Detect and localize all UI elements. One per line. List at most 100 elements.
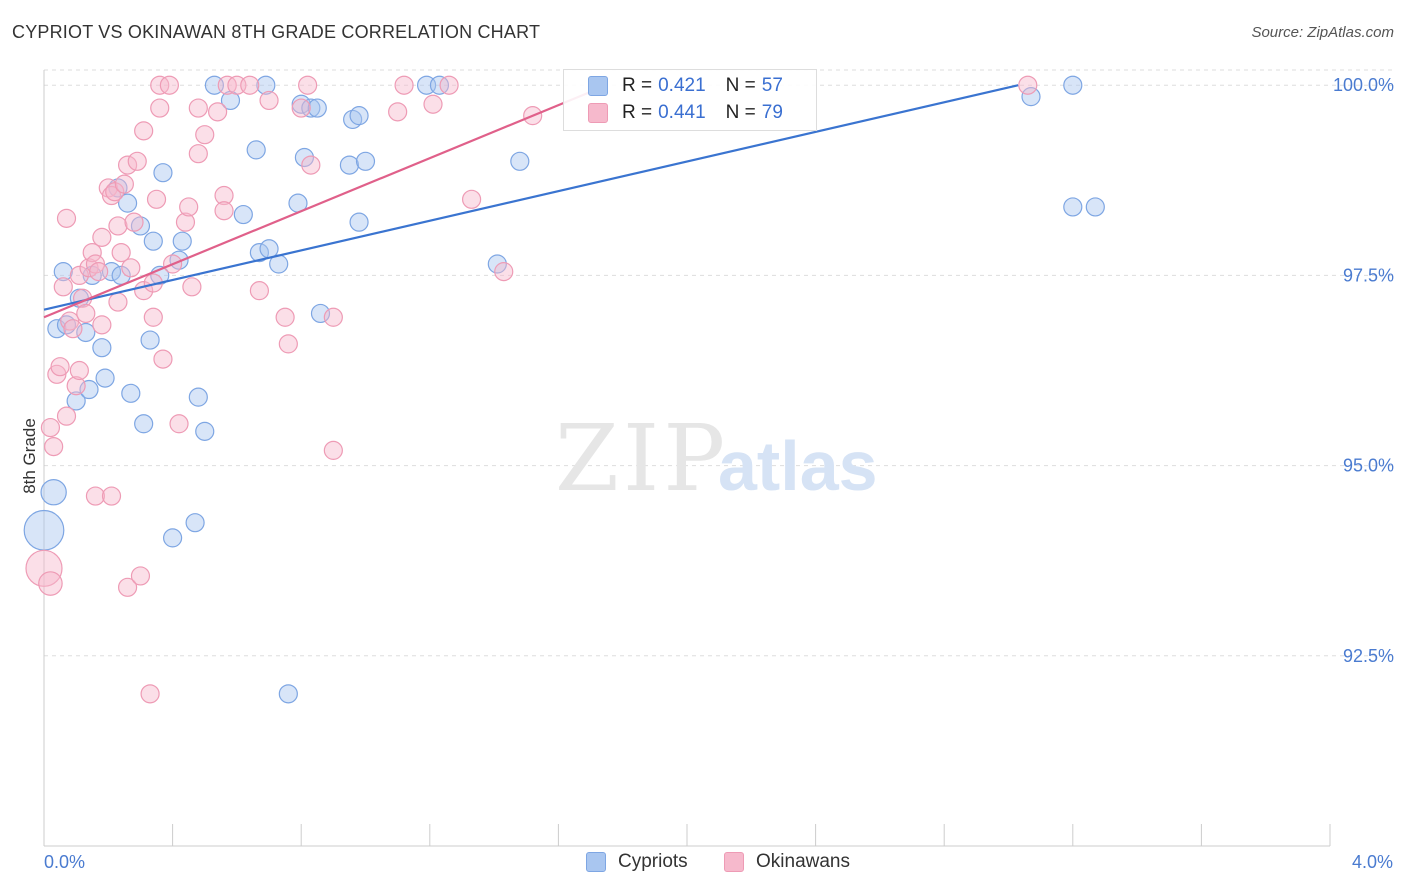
cypriot-point bbox=[185, 513, 205, 533]
cypriot-point bbox=[349, 212, 369, 232]
okinawan-point bbox=[108, 292, 128, 312]
okinawan-point bbox=[134, 121, 154, 141]
cypriot-point bbox=[95, 368, 115, 388]
okinawan-point bbox=[291, 98, 311, 118]
cypriot-point bbox=[307, 98, 327, 118]
okinawan-point bbox=[179, 197, 199, 217]
cypriot-point bbox=[188, 387, 208, 407]
cypriot-point bbox=[172, 231, 192, 251]
okinawan-point bbox=[44, 436, 64, 457]
okinawan-point bbox=[208, 102, 228, 122]
okinawan-point bbox=[82, 242, 102, 263]
y-tick-label: 97.5% bbox=[1343, 265, 1394, 285]
cypriot-point bbox=[339, 155, 360, 175]
cypriot-point bbox=[510, 151, 530, 171]
okinawan-point bbox=[25, 549, 63, 587]
okinawan-point bbox=[108, 216, 128, 236]
okinawan-point bbox=[92, 227, 112, 247]
y-tick-label: 100.0% bbox=[1333, 75, 1394, 95]
cypriot-point bbox=[256, 75, 276, 95]
okinawan-point bbox=[89, 262, 109, 282]
okinawan-point bbox=[439, 75, 459, 95]
okinawan-point bbox=[140, 684, 160, 704]
okinawan-point bbox=[275, 307, 295, 327]
cypriot-point bbox=[163, 528, 183, 548]
okinawan-point bbox=[301, 155, 321, 175]
okinawan-point bbox=[146, 189, 167, 209]
cypriot-point bbox=[53, 262, 73, 282]
okinawan-point bbox=[1018, 75, 1038, 95]
okinawan-point bbox=[240, 75, 260, 95]
okinawan-point bbox=[105, 182, 125, 202]
okinawan-point bbox=[259, 90, 279, 111]
okinawan-point bbox=[53, 277, 73, 297]
okinawan-point bbox=[214, 185, 234, 206]
legend-swatch-cypriots bbox=[588, 76, 608, 96]
bottom-legend-cypriots: Cypriots bbox=[586, 851, 688, 873]
okinawan-point bbox=[188, 98, 208, 118]
okinawan-point bbox=[214, 201, 234, 221]
cypriot-point bbox=[195, 421, 215, 441]
okinawan-point bbox=[494, 262, 514, 282]
okinawan-point bbox=[124, 212, 144, 232]
cypriot-point bbox=[429, 75, 450, 95]
okinawan-point bbox=[127, 151, 147, 171]
cypriot-point bbox=[1063, 197, 1083, 217]
legend-r-label: R = bbox=[622, 102, 653, 123]
cypriot-point bbox=[294, 147, 315, 168]
cypriot-point bbox=[355, 151, 376, 171]
x-tick-label-min: 0.0% bbox=[44, 852, 86, 872]
legend-swatch-okinawans bbox=[588, 103, 608, 123]
x-tick-label-max: 4.0% bbox=[1351, 852, 1393, 872]
y-tick-label: 92.5% bbox=[1343, 646, 1394, 666]
cypriot-point bbox=[40, 479, 67, 506]
okinawan-point bbox=[130, 566, 151, 586]
cypriot-point bbox=[23, 509, 65, 551]
okinawan-point bbox=[121, 258, 141, 278]
cypriot-point bbox=[233, 204, 253, 225]
okinawan-point bbox=[153, 349, 173, 369]
okinawan-point bbox=[182, 277, 202, 297]
okinawan-point bbox=[69, 360, 89, 381]
okinawan-point bbox=[101, 486, 122, 506]
cypriot-point bbox=[349, 106, 369, 126]
cypriot-point bbox=[117, 193, 138, 213]
bottom-legend-swatch-cypriots bbox=[586, 852, 606, 872]
okinawan-point bbox=[188, 144, 208, 164]
cypriot-point bbox=[246, 140, 266, 160]
cypriot-point bbox=[134, 414, 154, 434]
okinawan-point bbox=[461, 189, 482, 209]
cypriot-point bbox=[66, 391, 86, 411]
okinawan-point bbox=[92, 315, 112, 335]
cypriot-point bbox=[1021, 87, 1041, 107]
okinawan-point bbox=[394, 75, 414, 95]
watermark-zip: ZIP bbox=[555, 405, 729, 512]
okinawan-point bbox=[111, 242, 131, 263]
okinawan-trend-line bbox=[43, 84, 608, 319]
cypriot-point bbox=[121, 383, 141, 403]
okinawan-point bbox=[150, 98, 170, 118]
legend-row-okinawans: R = 0.441 N = 79 bbox=[588, 101, 783, 125]
okinawan-point bbox=[217, 75, 237, 95]
legend-n-label: N = bbox=[725, 102, 756, 123]
okinawan-point bbox=[50, 357, 70, 377]
okinawan-point bbox=[40, 417, 61, 438]
okinawan-point bbox=[298, 75, 318, 95]
okinawan-point bbox=[69, 265, 89, 286]
chart-title: CYPRIOT VS OKINAWAN 8TH GRADE CORRELATIO… bbox=[12, 22, 541, 42]
cypriot-trend-line bbox=[43, 84, 1019, 311]
cypriot-point bbox=[310, 303, 331, 324]
okinawan-point bbox=[101, 185, 122, 206]
okinawan-point bbox=[56, 406, 77, 426]
legend-r-value: 0.441 bbox=[658, 102, 706, 123]
legend-n-value: 57 bbox=[761, 75, 783, 96]
cypriot-point bbox=[79, 379, 99, 400]
legend-r-value: 0.421 bbox=[658, 75, 706, 96]
bottom-legend-label-okinawans: Okinawans bbox=[756, 851, 850, 872]
okinawan-point bbox=[56, 208, 77, 228]
watermark-atlas: atlas bbox=[718, 427, 878, 505]
cypriot-point bbox=[76, 322, 96, 343]
okinawan-point bbox=[423, 94, 443, 114]
cypriot-point bbox=[487, 254, 507, 274]
cypriot-point bbox=[140, 330, 160, 350]
